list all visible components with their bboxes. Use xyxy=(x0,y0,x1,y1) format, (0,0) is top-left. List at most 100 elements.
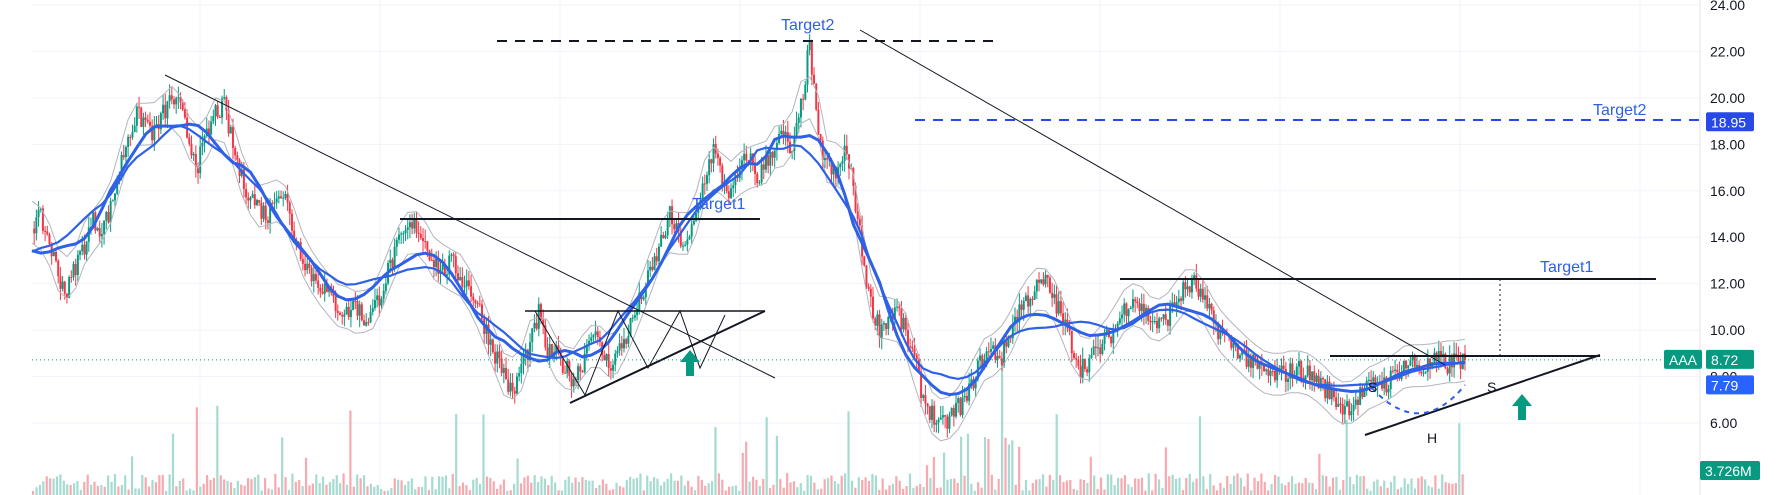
volume-bar xyxy=(475,477,478,495)
candle-body xyxy=(1129,307,1132,310)
volume-bar xyxy=(704,485,707,495)
volume-bar xyxy=(499,484,502,495)
candle-body xyxy=(614,353,617,365)
candle-body xyxy=(1127,309,1130,317)
shoulder-label: S xyxy=(1368,379,1377,395)
volume-bar xyxy=(564,479,567,495)
candle-body xyxy=(764,155,767,170)
volume-bar xyxy=(178,480,181,495)
candle-body xyxy=(199,146,202,174)
volume-bar xyxy=(144,477,147,495)
volume-bar xyxy=(540,476,543,495)
up-arrow-icon xyxy=(680,350,700,376)
volume-bar xyxy=(229,482,233,495)
candle-body xyxy=(373,300,376,309)
candle-body xyxy=(162,104,165,114)
candle-body xyxy=(120,155,123,175)
volume-bar xyxy=(386,490,390,495)
candle-body xyxy=(555,345,558,353)
volume-bar xyxy=(325,484,328,495)
candle-body xyxy=(524,349,527,356)
candle-body xyxy=(727,191,730,199)
candle-body xyxy=(266,220,269,224)
candle-body xyxy=(389,259,392,264)
price-tick-label: 16.00 xyxy=(1710,183,1745,199)
volume-bar xyxy=(1441,474,1444,495)
volume-badge-bg xyxy=(1700,461,1760,480)
volume-bar xyxy=(659,485,662,495)
head-label: H xyxy=(1427,430,1437,446)
volume-bar xyxy=(424,476,427,495)
candle-body xyxy=(1162,314,1165,319)
candle-body xyxy=(760,164,763,183)
price-tick-label: 14.00 xyxy=(1710,229,1745,245)
volume-bar xyxy=(1154,473,1157,495)
candle-body xyxy=(1326,381,1329,399)
candle-body xyxy=(856,211,859,220)
volume-bar xyxy=(577,482,581,495)
candle-body xyxy=(854,185,857,212)
candle-body xyxy=(937,419,940,423)
candle-body xyxy=(592,335,595,338)
volume-bar xyxy=(1096,488,1099,495)
volume-bar xyxy=(915,485,918,495)
candle-body xyxy=(922,395,925,398)
candle-body xyxy=(893,307,896,320)
volume-bar xyxy=(1174,478,1178,495)
volume-bar xyxy=(1055,414,1058,495)
volume-bar xyxy=(697,475,700,495)
candle-body xyxy=(415,219,418,233)
candle-body xyxy=(55,251,58,261)
candle-body xyxy=(1057,301,1060,314)
volume-bar xyxy=(755,479,758,495)
candle-body xyxy=(448,255,451,275)
candle-body xyxy=(557,345,560,352)
candle-body xyxy=(808,40,811,51)
volume-bar xyxy=(52,478,55,495)
volume-bar xyxy=(120,485,123,495)
candle-body xyxy=(638,292,641,311)
candle-body xyxy=(1346,401,1349,407)
candle-body xyxy=(605,354,608,361)
candle-body xyxy=(1284,369,1287,382)
volume-bar xyxy=(888,485,891,495)
volume-bar xyxy=(608,490,611,495)
chart-grid xyxy=(32,0,1700,495)
candle-body xyxy=(867,286,870,289)
volume-bar xyxy=(612,489,615,495)
candle-body xyxy=(830,159,833,175)
volume-bar xyxy=(751,476,755,495)
candle-body xyxy=(566,360,569,374)
volume-bar xyxy=(1335,476,1338,495)
candle-body xyxy=(1075,358,1078,360)
candle-body xyxy=(734,175,737,186)
volume-bar xyxy=(1062,481,1065,495)
up-arrow-icon xyxy=(1512,394,1532,420)
volume-bar xyxy=(236,480,239,495)
candle-body xyxy=(821,140,824,161)
volume-bar xyxy=(1342,480,1345,495)
candle-body xyxy=(933,405,936,425)
candle-body xyxy=(463,286,466,288)
candle-body xyxy=(411,222,414,229)
volume-bar xyxy=(670,473,673,495)
volume-bar xyxy=(1348,476,1352,495)
candle-body xyxy=(529,342,532,361)
volume-bar xyxy=(342,473,345,495)
candle-body xyxy=(673,224,676,230)
candle-body xyxy=(502,367,505,373)
volume-bar xyxy=(38,485,42,495)
candle-body xyxy=(138,106,141,108)
candle-body xyxy=(1297,360,1300,367)
candle-body xyxy=(452,254,455,257)
volume-bar xyxy=(277,487,280,495)
candle-body xyxy=(1409,360,1412,366)
volume-bar xyxy=(1021,490,1024,495)
candle-body xyxy=(987,351,990,353)
volume-bar xyxy=(622,487,625,495)
volume-bar xyxy=(837,483,840,495)
candle-body xyxy=(1199,288,1202,297)
candle-body xyxy=(1263,365,1266,372)
downtrend-line xyxy=(164,74,776,379)
